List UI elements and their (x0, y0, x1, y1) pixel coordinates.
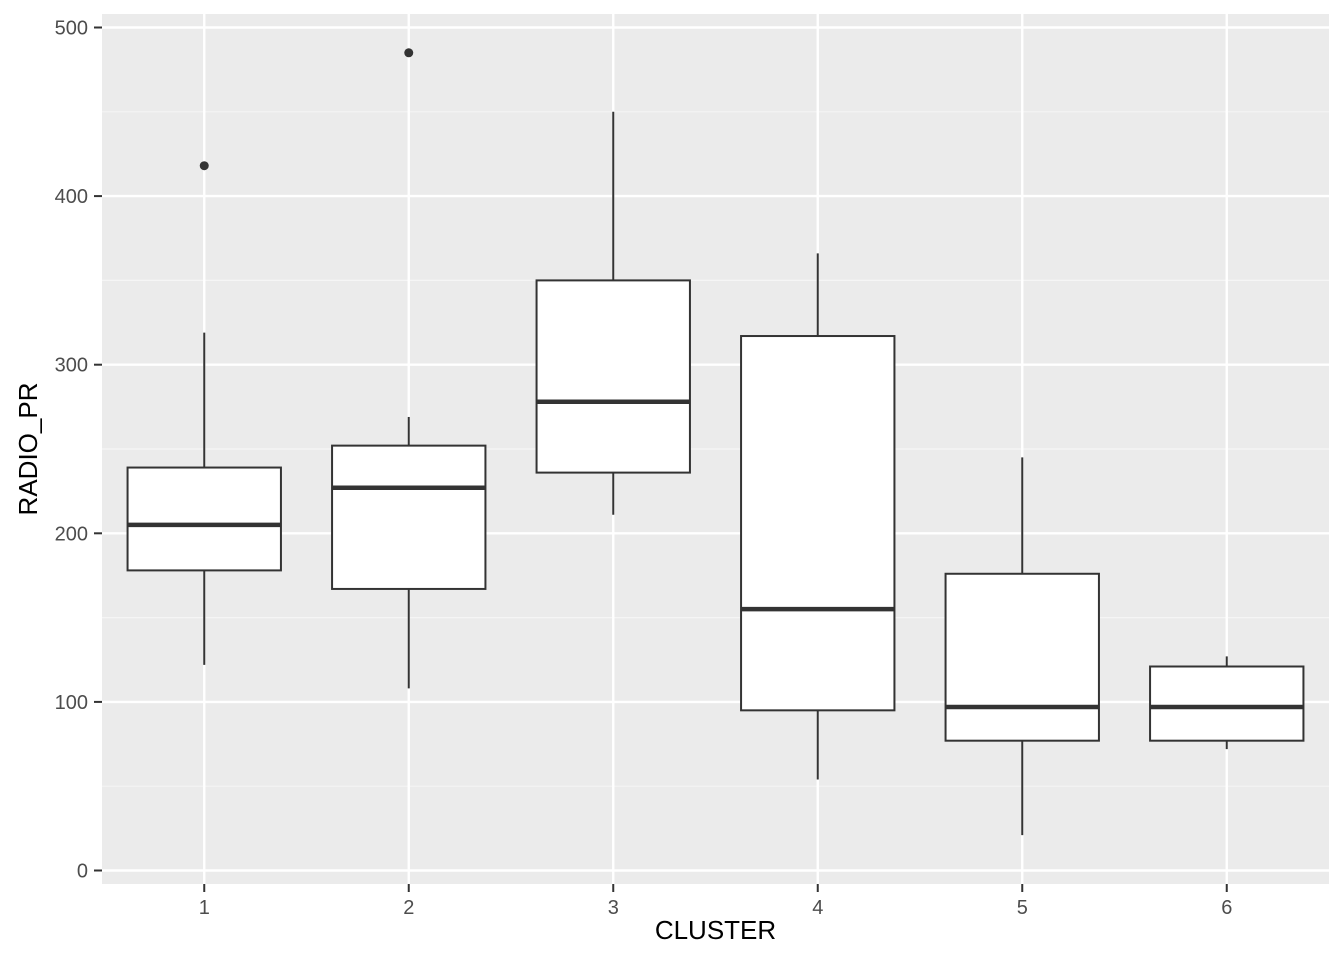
boxes (126, 48, 1305, 836)
x-tick-label: 3 (608, 897, 619, 919)
box-group-cluster-1 (126, 161, 282, 665)
box (331, 444, 487, 590)
y-tick-label: 500 (55, 17, 88, 39)
box (126, 466, 282, 572)
y-axis-title: RADIO_PR (13, 383, 43, 516)
outlier-point (199, 161, 209, 171)
x-axis-title: CLUSTER (655, 915, 776, 945)
box (740, 335, 896, 712)
outlier-point (404, 48, 414, 58)
box-group-cluster-3 (535, 111, 691, 515)
box-group-cluster-5 (944, 457, 1100, 836)
box-group-cluster-2 (331, 48, 487, 689)
y-axis: 0 100 200 300 400 500 (55, 17, 102, 883)
box-group-cluster-4 (740, 253, 896, 780)
box (1149, 665, 1305, 742)
x-tick-label: 2 (403, 897, 414, 919)
x-axis: 1 2 3 4 5 6 (199, 884, 1232, 919)
y-tick-label: 400 (55, 186, 88, 208)
x-tick-label: 4 (812, 897, 823, 919)
y-tick-label: 300 (55, 355, 88, 377)
x-tick-label: 1 (199, 897, 210, 919)
x-tick-label: 5 (1017, 897, 1028, 919)
x-tick-label: 6 (1221, 897, 1232, 919)
box-group-cluster-6 (1149, 656, 1305, 750)
y-tick-label: 100 (55, 692, 88, 714)
y-tick-label: 200 (55, 523, 88, 545)
box (944, 572, 1100, 742)
box (535, 279, 691, 474)
y-tick-label: 0 (77, 861, 88, 883)
